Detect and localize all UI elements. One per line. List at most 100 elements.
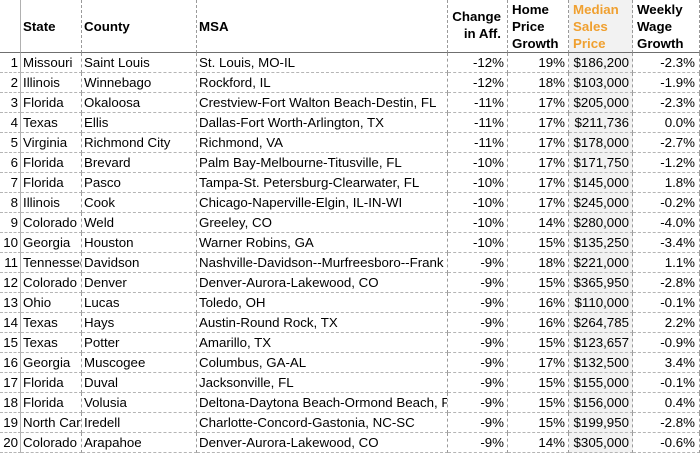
- median-sales-price-cell[interactable]: $178,000: [569, 133, 633, 153]
- row-number[interactable]: 19: [0, 413, 21, 433]
- row-number[interactable]: 14: [0, 313, 21, 333]
- county-cell[interactable]: Okaloosa: [82, 93, 197, 113]
- change-in-aff-cell[interactable]: -9%: [448, 373, 508, 393]
- state-cell[interactable]: North Car: [21, 413, 82, 433]
- county-cell[interactable]: Arapahoe: [82, 433, 197, 453]
- home-price-growth-cell[interactable]: 17%: [508, 173, 569, 193]
- weekly-wage-growth-cell[interactable]: 2.2%: [633, 313, 700, 333]
- change-in-aff-cell[interactable]: -11%: [448, 93, 508, 113]
- state-cell[interactable]: Florida: [21, 173, 82, 193]
- change-in-aff-cell[interactable]: -10%: [448, 153, 508, 173]
- row-number[interactable]: 9: [0, 213, 21, 233]
- weekly-wage-growth-cell[interactable]: -4.0%: [633, 213, 700, 233]
- msa-cell[interactable]: Crestview-Fort Walton Beach-Destin, FL: [197, 93, 448, 113]
- county-cell[interactable]: Volusia: [82, 393, 197, 413]
- row-number[interactable]: 10: [0, 233, 21, 253]
- row-number[interactable]: 20: [0, 433, 21, 453]
- msa-cell[interactable]: Nashville-Davidson--Murfreesboro--Frank: [197, 253, 448, 273]
- home-price-growth-cell[interactable]: 17%: [508, 113, 569, 133]
- state-cell[interactable]: Illinois: [21, 193, 82, 213]
- change-in-aff-cell[interactable]: -9%: [448, 353, 508, 373]
- median-sales-price-cell[interactable]: $186,200: [569, 53, 633, 73]
- county-cell[interactable]: Hays: [82, 313, 197, 333]
- row-number[interactable]: 18: [0, 393, 21, 413]
- weekly-wage-growth-cell[interactable]: 1.8%: [633, 173, 700, 193]
- county-cell[interactable]: Duval: [82, 373, 197, 393]
- change-in-aff-cell[interactable]: -10%: [448, 193, 508, 213]
- state-cell[interactable]: Florida: [21, 93, 82, 113]
- state-cell[interactable]: Florida: [21, 153, 82, 173]
- median-sales-price-cell[interactable]: $264,785: [569, 313, 633, 333]
- state-cell[interactable]: Illinois: [21, 73, 82, 93]
- county-cell[interactable]: Davidson: [82, 253, 197, 273]
- change-in-aff-cell[interactable]: -9%: [448, 253, 508, 273]
- state-cell[interactable]: Texas: [21, 333, 82, 353]
- median-sales-price-cell[interactable]: $103,000: [569, 73, 633, 93]
- median-sales-price-cell[interactable]: $110,000: [569, 293, 633, 313]
- home-price-growth-cell[interactable]: 15%: [508, 373, 569, 393]
- change-in-aff-cell[interactable]: -9%: [448, 313, 508, 333]
- home-price-growth-cell[interactable]: 15%: [508, 333, 569, 353]
- median-sales-price-cell[interactable]: $156,000: [569, 393, 633, 413]
- row-number[interactable]: 5: [0, 133, 21, 153]
- median-sales-price-cell[interactable]: $145,000: [569, 173, 633, 193]
- change-in-aff-cell[interactable]: -9%: [448, 413, 508, 433]
- header-msa[interactable]: MSA: [197, 0, 448, 53]
- row-number[interactable]: 16: [0, 353, 21, 373]
- median-sales-price-cell[interactable]: $211,736: [569, 113, 633, 133]
- median-sales-price-cell[interactable]: $123,657: [569, 333, 633, 353]
- home-price-growth-cell[interactable]: 16%: [508, 313, 569, 333]
- weekly-wage-growth-cell[interactable]: 0.4%: [633, 393, 700, 413]
- weekly-wage-growth-cell[interactable]: -1.2%: [633, 153, 700, 173]
- change-in-aff-cell[interactable]: -9%: [448, 393, 508, 413]
- row-number[interactable]: 12: [0, 273, 21, 293]
- home-price-growth-cell[interactable]: 14%: [508, 213, 569, 233]
- weekly-wage-growth-cell[interactable]: -2.7%: [633, 133, 700, 153]
- home-price-growth-cell[interactable]: 17%: [508, 133, 569, 153]
- change-in-aff-cell[interactable]: -9%: [448, 293, 508, 313]
- county-cell[interactable]: Lucas: [82, 293, 197, 313]
- row-number[interactable]: 6: [0, 153, 21, 173]
- row-number[interactable]: 15: [0, 333, 21, 353]
- state-cell[interactable]: Georgia: [21, 233, 82, 253]
- county-cell[interactable]: Winnebago: [82, 73, 197, 93]
- county-cell[interactable]: Brevard: [82, 153, 197, 173]
- change-in-aff-cell[interactable]: -9%: [448, 333, 508, 353]
- median-sales-price-cell[interactable]: $135,250: [569, 233, 633, 253]
- median-sales-price-cell[interactable]: $155,000: [569, 373, 633, 393]
- county-cell[interactable]: Potter: [82, 333, 197, 353]
- county-cell[interactable]: Iredell: [82, 413, 197, 433]
- header-change-in-aff[interactable]: Change in Aff.: [448, 0, 508, 53]
- row-number[interactable]: 7: [0, 173, 21, 193]
- median-sales-price-cell[interactable]: $280,000: [569, 213, 633, 233]
- msa-cell[interactable]: Richmond, VA: [197, 133, 448, 153]
- median-sales-price-cell[interactable]: $199,950: [569, 413, 633, 433]
- change-in-aff-cell[interactable]: -10%: [448, 213, 508, 233]
- home-price-growth-cell[interactable]: 18%: [508, 253, 569, 273]
- msa-cell[interactable]: Austin-Round Rock, TX: [197, 313, 448, 333]
- county-cell[interactable]: Richmond City: [82, 133, 197, 153]
- change-in-aff-cell[interactable]: -10%: [448, 233, 508, 253]
- row-number[interactable]: 2: [0, 73, 21, 93]
- weekly-wage-growth-cell[interactable]: -0.1%: [633, 293, 700, 313]
- row-number[interactable]: 11: [0, 253, 21, 273]
- row-number[interactable]: 8: [0, 193, 21, 213]
- median-sales-price-cell[interactable]: $221,000: [569, 253, 633, 273]
- state-cell[interactable]: Virginia: [21, 133, 82, 153]
- msa-cell[interactable]: Denver-Aurora-Lakewood, CO: [197, 273, 448, 293]
- weekly-wage-growth-cell[interactable]: -0.6%: [633, 433, 700, 453]
- home-price-growth-cell[interactable]: 19%: [508, 53, 569, 73]
- state-cell[interactable]: Colorado: [21, 433, 82, 453]
- state-cell[interactable]: Texas: [21, 313, 82, 333]
- median-sales-price-cell[interactable]: $205,000: [569, 93, 633, 113]
- state-cell[interactable]: Texas: [21, 113, 82, 133]
- header-weekly-wage-growth[interactable]: Weekly Wage Growth: [633, 0, 700, 53]
- state-cell[interactable]: Florida: [21, 373, 82, 393]
- msa-cell[interactable]: Warner Robins, GA: [197, 233, 448, 253]
- state-cell[interactable]: Ohio: [21, 293, 82, 313]
- weekly-wage-growth-cell[interactable]: -1.9%: [633, 73, 700, 93]
- row-number[interactable]: 13: [0, 293, 21, 313]
- county-cell[interactable]: Saint Louis: [82, 53, 197, 73]
- median-sales-price-cell[interactable]: $245,000: [569, 193, 633, 213]
- msa-cell[interactable]: Toledo, OH: [197, 293, 448, 313]
